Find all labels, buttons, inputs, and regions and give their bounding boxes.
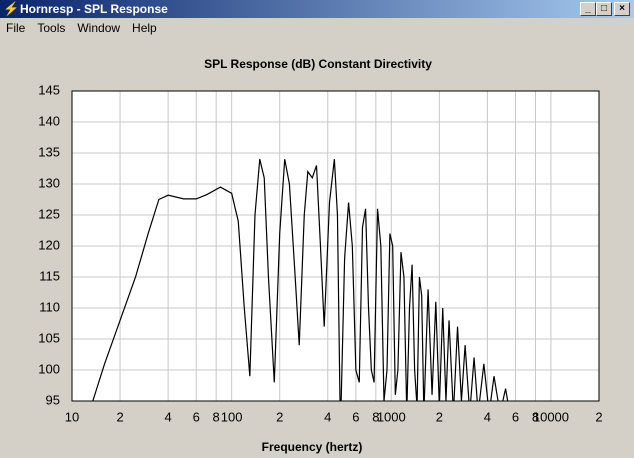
x-tick-label: 2 xyxy=(436,409,443,424)
x-tick-label: 1000 xyxy=(377,409,406,424)
x-tick-label: 2 xyxy=(116,409,123,424)
window-title: Hornresp - SPL Response xyxy=(20,2,168,16)
chart-title: SPL Response (dB) Constant Directivity xyxy=(204,57,432,71)
x-tick-label: 2 xyxy=(276,409,283,424)
x-tick-label: 4 xyxy=(164,409,171,424)
x-tick-label: 8 xyxy=(372,409,379,424)
x-tick-label: 100 xyxy=(221,409,243,424)
x-tick-label: 10 xyxy=(65,409,79,424)
y-tick-label: 95 xyxy=(46,392,60,407)
y-tick-label: 130 xyxy=(38,175,60,190)
y-tick-label: 105 xyxy=(38,330,60,345)
x-tick-label: 8 xyxy=(532,409,539,424)
x-tick-label: 10000 xyxy=(533,409,569,424)
x-tick-label: 8 xyxy=(213,409,220,424)
x-axis-label: Frequency (hertz) xyxy=(262,440,363,454)
menu-item[interactable]: File xyxy=(6,21,26,35)
y-tick-label: 115 xyxy=(39,268,60,283)
y-tick-label: 120 xyxy=(38,237,60,252)
x-tick-label: 6 xyxy=(352,409,359,424)
plot-area xyxy=(71,90,600,402)
minimize-button[interactable]: _ xyxy=(580,2,596,16)
maximize-button[interactable]: □ xyxy=(596,2,612,16)
chart: SPL Response (dB) Constant Directivity F… xyxy=(38,57,602,454)
y-tick-label: 110 xyxy=(39,299,60,314)
app-icon: ⚡ xyxy=(3,1,20,16)
x-tick-label: 6 xyxy=(193,409,200,424)
close-button[interactable]: × xyxy=(614,2,630,16)
response-curve xyxy=(92,159,509,401)
y-tick-label: 100 xyxy=(38,361,60,376)
menu-item[interactable]: Tools xyxy=(37,21,66,35)
y-tick-label: 145 xyxy=(38,82,60,97)
y-tick-label: 140 xyxy=(38,113,60,128)
menu-item[interactable]: Help xyxy=(132,21,157,35)
x-tick-label: 4 xyxy=(324,409,331,424)
y-tick-label: 135 xyxy=(38,144,60,159)
title-bar: ⚡ Hornresp - SPL Response _ □ × xyxy=(0,0,634,18)
x-tick-label: 6 xyxy=(512,409,519,424)
menu-item[interactable]: Window xyxy=(77,21,121,35)
x-tick-label: 4 xyxy=(484,409,491,424)
x-tick-label: 2 xyxy=(595,409,602,424)
menu-bar: File Tools Window Help xyxy=(0,18,634,38)
y-tick-label: 125 xyxy=(38,206,60,221)
